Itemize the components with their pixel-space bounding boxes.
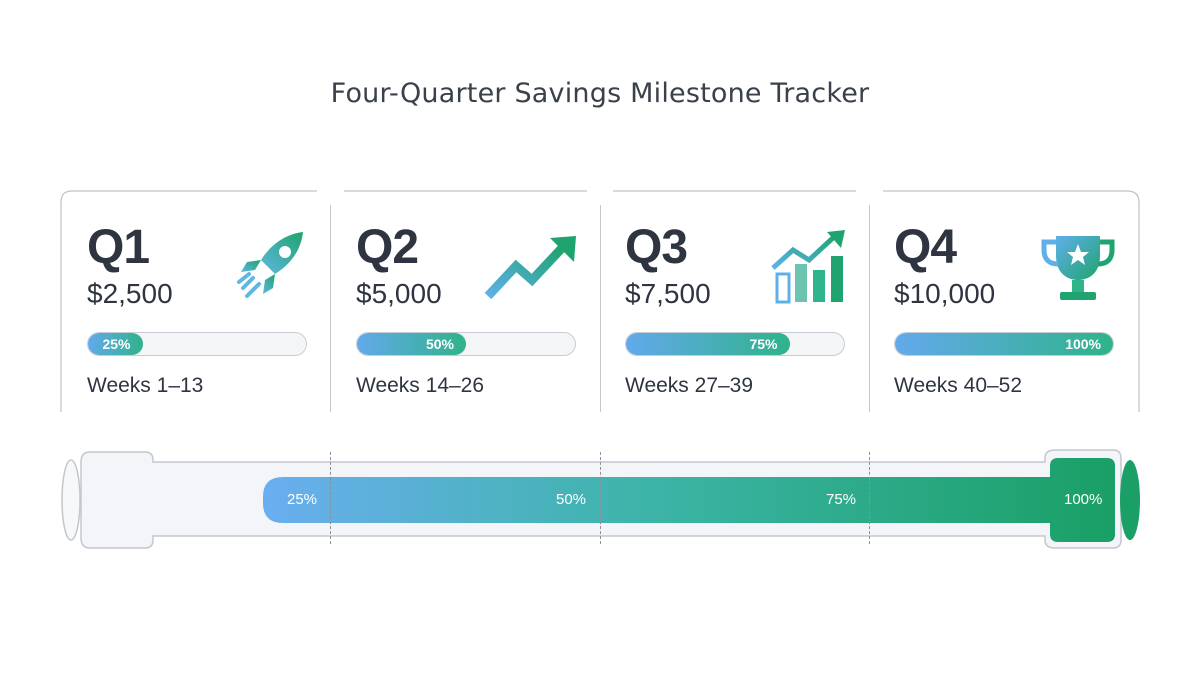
quarter-amount: $10,000 (894, 278, 996, 309)
quarter-card-q4: Q4 $10,000 100% Weeks 40–52 (868, 190, 1136, 412)
cards-frame (60, 190, 1140, 412)
frame-outline (60, 190, 1140, 412)
card-divider (600, 205, 601, 412)
quarter-progress-fill: 75% (626, 333, 790, 355)
quarter-progress-label: 100% (1065, 336, 1101, 352)
quarter-amount: $2,500 (87, 278, 173, 309)
rocket-icon (237, 232, 303, 298)
quarter-progress-label: 50% (425, 336, 454, 352)
quarter-weeks: Weeks 14–26 (356, 374, 485, 397)
quarter-amount: $5,000 (356, 278, 442, 309)
card-divider (330, 205, 331, 412)
quarter-card-q1: Q1 $2,500 25% Weeks 1–13 (61, 190, 329, 412)
page-title: Four-Quarter Savings Milestone Tracker (330, 78, 870, 109)
overall-fill (263, 458, 1115, 542)
milestone-tick (600, 452, 601, 544)
quarter-weeks: Weeks 40–52 (894, 374, 1023, 397)
quarter-amount: $7,500 (625, 278, 711, 309)
milestone-label: 75% (826, 491, 857, 508)
quarter-progress-fill: 25% (88, 333, 143, 355)
card-divider (869, 205, 870, 412)
quarter-progress-bar: 100% (894, 332, 1114, 356)
quarter-label: Q4 (894, 221, 957, 274)
milestone-tick (869, 452, 870, 544)
quarter-card-q2: Q2 $5,000 50% Weeks 14–26 (330, 190, 598, 412)
quarter-weeks: Weeks 27–39 (625, 374, 754, 397)
milestone-tick (330, 452, 331, 544)
quarter-label: Q1 (87, 221, 150, 274)
quarter-progress-bar: 25% (87, 332, 307, 356)
trophy-icon (1041, 236, 1115, 300)
quarter-weeks: Weeks 1–13 (87, 374, 204, 397)
quarter-progress-label: 75% (749, 336, 778, 352)
quarter-progress-label: 25% (102, 336, 131, 352)
quarter-card-q3: Q3 $7,500 75% Weeks 27–39 (599, 190, 867, 412)
overall-progress-bar (61, 449, 1140, 549)
bar-chart-growth-icon (771, 230, 845, 304)
quarter-progress-bar: 75% (625, 332, 845, 356)
quarter-progress-fill: 50% (357, 333, 466, 355)
milestone-label: 50% (556, 491, 587, 508)
milestone-label: 100% (1064, 491, 1103, 508)
left-end-cap (61, 459, 81, 541)
milestone-label: 25% (287, 491, 318, 508)
quarter-label: Q2 (356, 221, 419, 274)
quarter-progress-fill: 100% (895, 333, 1113, 355)
quarter-label: Q3 (625, 221, 688, 274)
trend-up-arrow-icon (484, 236, 576, 300)
quarter-progress-bar: 50% (356, 332, 576, 356)
right-end-cap (1120, 460, 1140, 540)
